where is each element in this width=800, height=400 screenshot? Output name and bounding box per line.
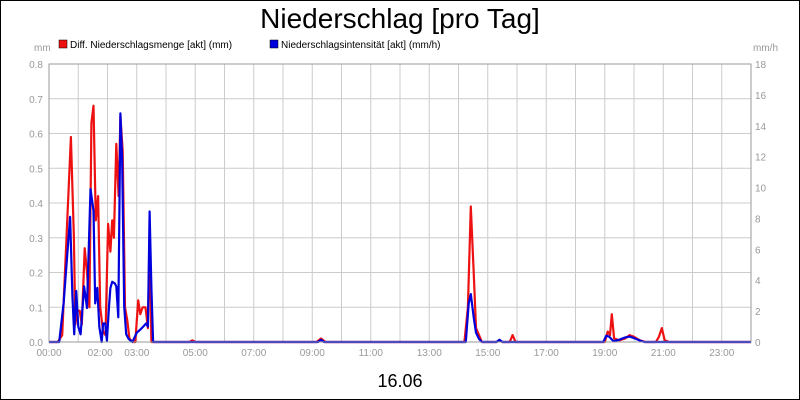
y-right-tick-label: 12 xyxy=(755,153,767,164)
y-right-unit: mm/h xyxy=(753,43,778,54)
y-left-tick-label: 0.5 xyxy=(29,164,43,175)
y-left-tick-label: 0.7 xyxy=(29,95,43,106)
x-tick-label: 05:00 xyxy=(183,348,208,359)
x-tick-label: 00:00 xyxy=(36,348,61,359)
x-tick-label: 13:00 xyxy=(417,348,442,359)
date-label: 16.06 xyxy=(377,371,422,391)
legend-swatch-series-1 xyxy=(58,39,68,49)
x-tick-label: 23:00 xyxy=(709,348,734,359)
y-left-tick-labels: 0.0 0.1 0.2 0.3 0.4 0.5 0.6 0.7 0.8 xyxy=(29,60,43,349)
y-right-tick-label: 6 xyxy=(755,245,761,256)
y-left-tick-label: 0.3 xyxy=(29,234,43,245)
y-right-tick-labels: 0 2 4 6 8 10 12 14 16 18 xyxy=(755,60,767,349)
y-right-tick-label: 18 xyxy=(755,60,767,71)
x-tick-label: 03:00 xyxy=(124,348,149,359)
legend: Diff. Niederschlagsmenge [akt] (mm) Nied… xyxy=(58,39,441,51)
x-tick-label: 02:00 xyxy=(88,348,113,359)
x-tick-label: 11:00 xyxy=(359,348,384,359)
y-left-unit: mm xyxy=(34,43,51,54)
x-tick-labels: 00:00 02:00 03:00 05:00 07:00 09:00 11:00 13:00… xyxy=(36,348,734,359)
y-right-tick-label: 10 xyxy=(755,184,767,195)
legend-swatch-series-2 xyxy=(269,39,279,49)
x-tick-label: 15:00 xyxy=(475,348,500,359)
legend-label-series-2: Niederschlagsintensität [akt] (mm/h) xyxy=(281,40,441,51)
y-left-tick-label: 0.4 xyxy=(29,199,43,210)
y-right-tick-label: 2 xyxy=(755,307,761,318)
y-left-tick-label: 0.2 xyxy=(29,269,43,280)
y-right-tick-label: 16 xyxy=(755,91,767,102)
y-right-tick-label: 0 xyxy=(755,338,761,349)
y-right-tick-label: 8 xyxy=(755,214,761,225)
x-tick-label: 21:00 xyxy=(651,348,676,359)
y-right-tick-label: 4 xyxy=(755,276,761,287)
x-tick-label: 09:00 xyxy=(300,348,325,359)
grid xyxy=(49,64,751,342)
x-tick-label: 07:00 xyxy=(241,348,266,359)
chart-title: Niederschlag [pro Tag] xyxy=(260,3,540,34)
y-left-tick-label: 0.0 xyxy=(29,338,43,349)
x-tick-label: 17:00 xyxy=(534,348,559,359)
x-tick-label: 19:00 xyxy=(592,348,617,359)
y-right-tick-label: 14 xyxy=(755,122,767,133)
y-left-tick-label: 0.1 xyxy=(29,303,43,314)
y-left-tick-label: 0.8 xyxy=(29,60,43,71)
legend-label-series-1: Diff. Niederschlagsmenge [akt] (mm) xyxy=(70,40,232,51)
plot-area-border xyxy=(48,63,752,343)
y-left-tick-label: 0.6 xyxy=(29,130,43,141)
